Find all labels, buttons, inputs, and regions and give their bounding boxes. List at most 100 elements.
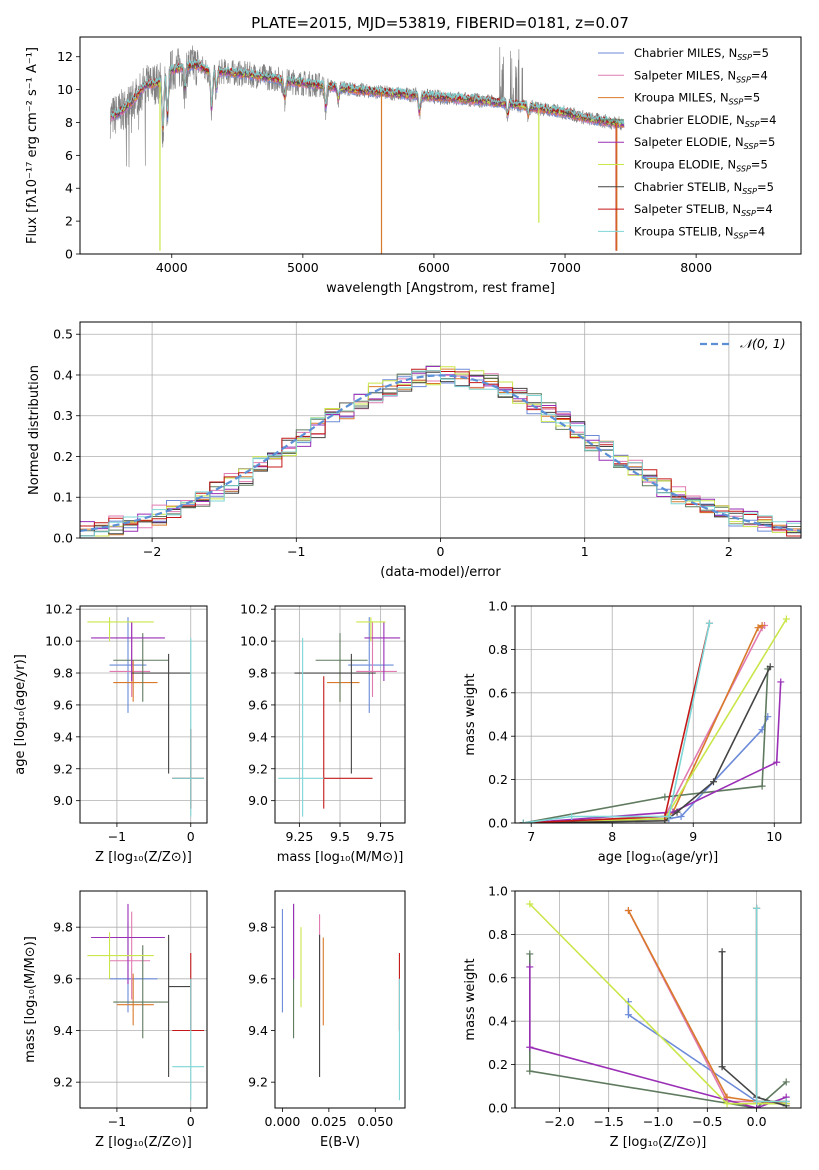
mass-weight-marker [677,812,685,820]
plot-area [519,615,790,823]
x-tick-label: 7 [527,829,535,844]
mass-weight-marker [777,678,785,686]
axes-frame [79,36,802,255]
y-tick-label: 0.4 [488,729,508,744]
y-tick-label: 9.2 [53,761,73,776]
x-tick-label: 0.000 [265,1114,301,1129]
model-spectrum [111,58,625,127]
mass-weight-marker [709,778,717,786]
mass-weight-line [528,967,787,1108]
age_vs_Z-panel: −1 0 9.0 9.2 9.4 9.6 9.8 10.0 10.2 Z [log₁₀(Z/Z⊙)… [13,602,208,865]
legend-subscript: SSP [742,187,757,196]
legend-eq: = [748,224,758,238]
mass-weight-marker [624,907,632,915]
plot-area [80,365,801,538]
x-tick-label: 0.0 [747,1114,767,1129]
y-tick-label: 0.2 [488,1057,508,1072]
mass-weight-marker [526,900,534,908]
axes-frame [514,890,802,1109]
x-tick-label: 2 [725,544,733,559]
y-tick-label: 12 [57,49,73,64]
mass-weight-marker [782,1078,790,1086]
y-axis-label: mass [log₁₀(M/M⊙)] [23,936,38,1063]
plot-area [87,903,205,1101]
mass_vs_Z-panel: −1 0 9.2 9.4 9.6 9.8 Z [log₁₀(Z/Z⊙)] mass [log₁… [23,890,208,1150]
mass-weight-line [523,624,763,823]
legend-eq: = [743,91,753,105]
mass-weight-marker [526,1043,534,1051]
x-tick-label: −2 [143,544,161,559]
x-axis-label: mass [log₁₀(M/M⊙)] [277,850,404,865]
x-tick-label: 0 [187,1114,195,1129]
y-tick-label: 9.2 [53,1075,73,1090]
y-tick-label: 9.2 [248,761,268,776]
y-tick-label: 0.6 [488,685,508,700]
legend-text: Kroupa MILES, N [634,91,729,105]
y-tick-label: 9.2 [248,1075,268,1090]
y-tick-label: 0.3 [53,408,73,423]
legend-text: Chabrier MILES, N [634,46,737,60]
legend-text: Kroupa STELIB, N [634,224,734,238]
mass-weight-line [523,624,766,823]
legend-n: 5 [760,158,767,172]
y-tick-label: 1.0 [488,599,508,614]
x-tick-label: 8 [608,829,616,844]
x-axis-label: E(B-V) [320,1135,360,1150]
legend-n: 5 [767,180,774,194]
y-axis-label: age [log₁₀(age/yr)] [13,654,28,775]
y-tick-label: 9.6 [248,971,268,986]
legend-label: Chabrier ELODIE, NSSP=4 [634,113,776,129]
x-tick-label: 8000 [680,260,712,275]
x-tick-label: 9 [689,829,697,844]
x-tick-label: 0.050 [357,1114,393,1129]
y-axis-label: mass weight [463,673,478,755]
y-tick-label: 8 [65,115,73,130]
x-axis-label: (data-model)/error [380,565,501,580]
figure-title: PLATE=2015, MJD=53819, FIBERID=0181, z=0… [251,14,629,32]
spectrum-panel: 4000 5000 6000 7000 8000 0 2 4 6 8 10 12 wavelength … [25,36,802,296]
legend-eq: = [757,180,767,194]
y-tick-label: 0.0 [488,1101,508,1116]
x-axis-label: Z [log₁₀(Z/Z⊙)] [95,1135,192,1150]
legend-eq: = [751,68,761,82]
y-tick-label: 9.4 [248,1023,268,1038]
y-tick-label: 9.0 [248,793,268,808]
mass-weight-marker [526,950,534,958]
axes-frame [79,321,802,539]
mass-weight-line [627,910,757,1103]
y-tick-label: 9.6 [53,697,73,712]
axes-frame [514,605,802,824]
legend-text: Chabrier STELIB, N [634,180,742,194]
histogram-step [80,366,801,538]
legend-eq: = [751,158,761,172]
legend-n: 4 [765,202,772,216]
mass_vs_ebv-panel: 0.000 0.025 0.050 9.2 9.4 9.6 9.8 E(B-V) [248,890,406,1150]
x-tick-label: 9.5 [330,829,350,844]
legend-text: Kroupa ELODIE, N [634,158,736,172]
mass-weight-marker [782,1097,790,1105]
x-tick-label: −1.0 [643,1114,673,1129]
x-tick-label: 0 [187,829,195,844]
y-tick-label: 9.8 [53,920,73,935]
legend-label: 𝒩(0, 1) [740,336,786,351]
plot-area [281,903,400,1101]
x-tick-label: −1 [287,544,305,559]
axes-frame [79,605,208,824]
y-tick-label: 0.8 [488,642,508,657]
mass-weight-marker [705,619,713,627]
y-axis-label: Flux [fλ10⁻¹⁷ erg cm⁻² s⁻¹ A⁻¹] [25,47,40,244]
legend-text: Salpeter ELODIE, N [634,135,744,149]
x-tick-label: 0.025 [311,1114,347,1129]
mass-weight-marker [758,782,766,790]
mass-weight-marker [773,758,781,766]
y-tick-label: 0 [65,247,73,262]
mass-weight-line [755,908,787,1103]
y-axis-label: mass weight [463,958,478,1040]
plot-area [278,617,401,817]
mass-weight-marker [718,948,726,956]
mass-weight-line [523,716,769,823]
y-tick-label: 0.4 [53,367,73,382]
legend-eq: = [752,46,762,60]
mass-weight-marker [673,808,681,816]
